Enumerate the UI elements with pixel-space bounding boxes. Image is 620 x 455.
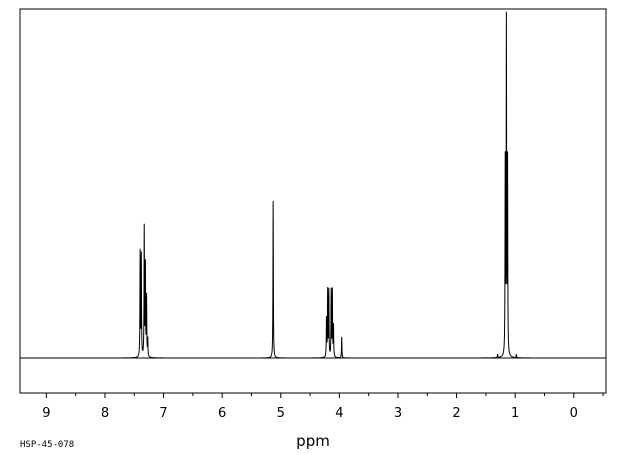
- x-tick-label: 5: [277, 406, 285, 421]
- x-axis-tick-labels: 9 8 7 6 5 4 3 2 1 0: [42, 406, 578, 421]
- x-tick-label: 2: [452, 406, 460, 421]
- x-tick-label: 3: [394, 406, 402, 421]
- x-axis-label: ppm: [296, 432, 330, 450]
- x-tick-label: 4: [335, 406, 343, 421]
- x-tick-label: 0: [570, 406, 578, 421]
- spectrum-trace: [20, 11, 606, 359]
- x-tick-label: 7: [159, 406, 167, 421]
- x-tick-label: 6: [218, 406, 226, 421]
- x-tick-label: 8: [101, 406, 109, 421]
- x-tick-label: 1: [511, 406, 519, 421]
- spectrum-id-label: HSP-45-078: [20, 440, 74, 450]
- plot-frame: [19, 8, 607, 394]
- x-axis-ticks: [45, 393, 604, 398]
- x-tick-label: 9: [42, 406, 50, 421]
